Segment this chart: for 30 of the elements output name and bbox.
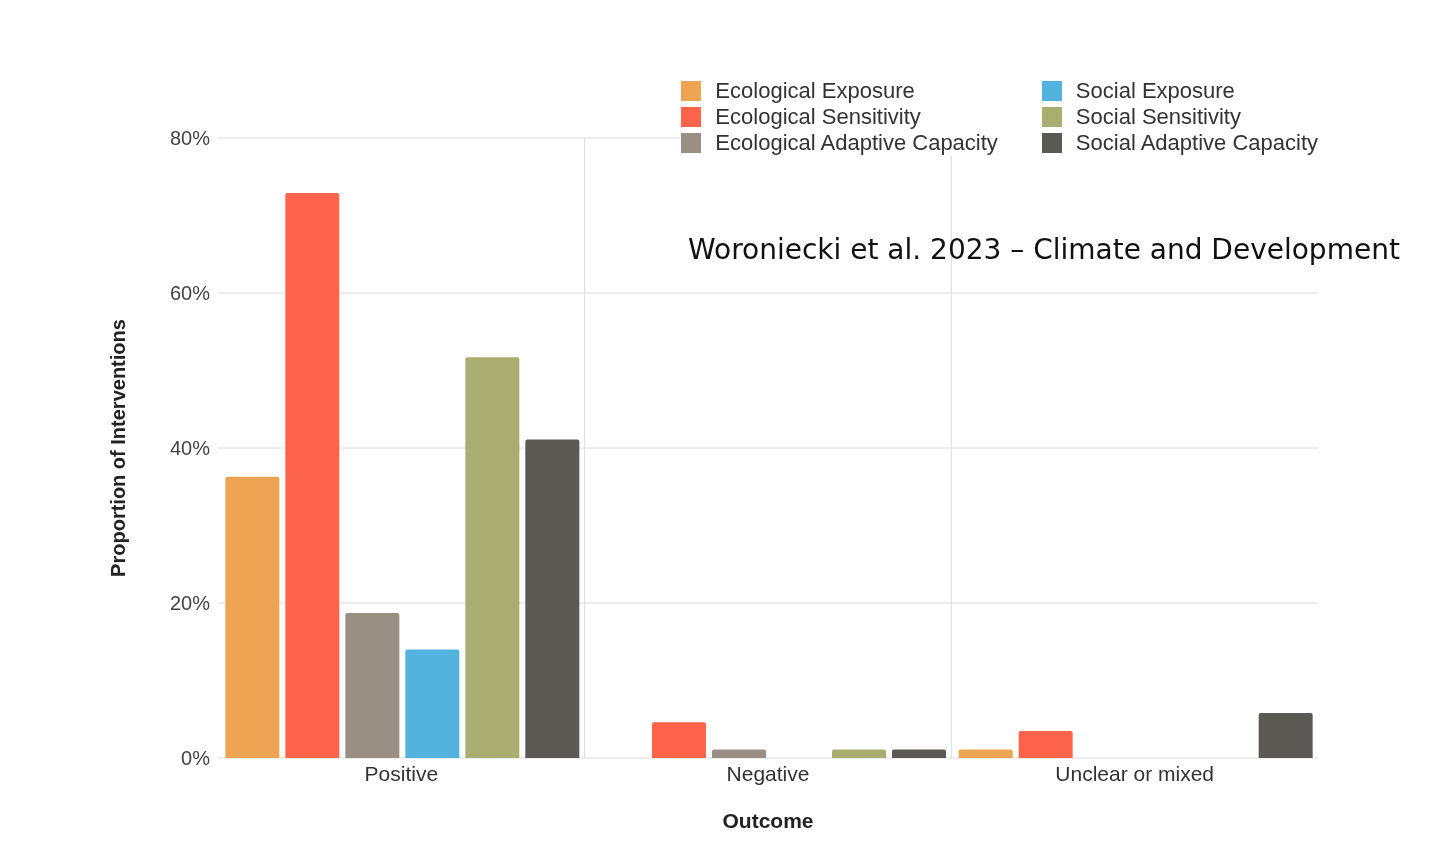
- legend-label: Social Sensitivity: [1075, 104, 1241, 130]
- bar: [285, 193, 340, 758]
- y-tick-label: 40%: [169, 437, 211, 460]
- legend-label: Social Adaptive Capacity: [1075, 130, 1318, 156]
- bar: [712, 749, 766, 758]
- x-tick-label: Negative: [726, 761, 810, 785]
- legend-label: Ecological Exposure: [715, 78, 915, 104]
- bar: [652, 722, 706, 758]
- x-tick-label: Positive: [364, 761, 439, 785]
- y-tick-label: 60%: [169, 282, 211, 305]
- legend-label: Social Exposure: [1075, 78, 1235, 104]
- bar: [405, 649, 460, 758]
- bar: [1018, 730, 1073, 758]
- x-axis-title: Outcome: [722, 809, 814, 832]
- bar: [958, 749, 1013, 758]
- x-tick-label: Unclear or mixed: [1055, 761, 1215, 785]
- bar: [345, 613, 400, 758]
- y-tick-label: 80%: [169, 127, 211, 150]
- bar: [225, 476, 280, 758]
- bar: [1258, 713, 1313, 758]
- y-tick-label: 0%: [181, 747, 211, 770]
- annotation: Woroniecki et al. 2023 – Climate and Development: [688, 233, 1400, 266]
- y-axis-title: Proportion of Interventions: [107, 319, 130, 577]
- y-tick-label: 20%: [169, 592, 211, 615]
- bar: [525, 439, 580, 758]
- bar: [892, 749, 946, 758]
- legend-label: Ecological Adaptive Capacity: [715, 130, 998, 156]
- legend-label: Ecological Sensitivity: [715, 104, 921, 130]
- bar: [832, 749, 886, 758]
- bar: [465, 357, 520, 758]
